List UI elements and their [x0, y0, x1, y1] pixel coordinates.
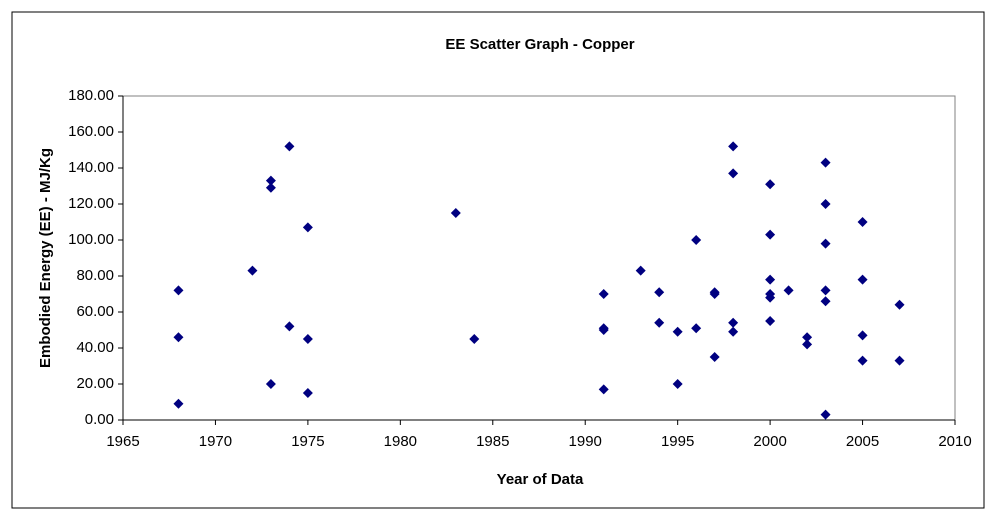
point	[265, 182, 276, 193]
point	[450, 208, 461, 218]
x-tick-label: 1990	[569, 433, 602, 450]
point	[173, 285, 184, 296]
y-tick-label: 180.00	[68, 87, 114, 104]
point	[302, 222, 313, 233]
x-tick-label: 1995	[661, 433, 694, 450]
point	[672, 379, 683, 389]
point	[820, 409, 831, 420]
x-tick-label: 2005	[846, 433, 879, 450]
y-tick-label: 20.00	[76, 375, 114, 392]
point	[173, 332, 184, 343]
y-tick-label: 120.00	[68, 195, 114, 212]
point	[265, 175, 276, 186]
point	[802, 339, 813, 350]
x-tick-label: 2010	[938, 433, 971, 450]
point	[284, 141, 295, 152]
y-tick-label: 160.00	[68, 123, 114, 140]
point	[728, 168, 739, 179]
x-tick-label: 1965	[106, 433, 139, 450]
point	[284, 321, 295, 332]
point	[247, 265, 258, 276]
point	[728, 317, 739, 328]
point	[894, 355, 905, 366]
point	[691, 323, 702, 334]
point	[709, 289, 720, 299]
y-tick-label: 60.00	[76, 303, 114, 320]
point	[857, 274, 868, 285]
point	[783, 285, 794, 296]
point	[765, 229, 776, 240]
point	[598, 384, 609, 395]
y-tick-label: 40.00	[76, 339, 114, 356]
point	[820, 157, 831, 168]
point	[691, 235, 702, 245]
x-tick-label: 2000	[753, 433, 786, 450]
point	[765, 179, 776, 190]
point	[820, 238, 831, 249]
point	[857, 330, 868, 341]
point	[894, 299, 905, 310]
point	[598, 289, 609, 299]
point	[672, 326, 683, 337]
point	[857, 355, 868, 366]
point	[820, 285, 831, 296]
y-tick-label: 140.00	[68, 159, 114, 176]
point	[765, 274, 776, 285]
point	[765, 316, 776, 326]
y-tick-label: 0.00	[85, 411, 114, 428]
point	[820, 296, 831, 307]
point	[857, 217, 868, 227]
y-tick-label: 100.00	[68, 231, 114, 248]
point	[635, 265, 646, 276]
point	[820, 199, 831, 209]
x-tick-label: 1970	[199, 433, 232, 450]
point	[802, 332, 813, 343]
point	[728, 326, 739, 337]
point	[302, 334, 313, 344]
x-tick-label: 1980	[384, 433, 417, 450]
point	[173, 398, 184, 409]
x-tick-label: 1985	[476, 433, 509, 450]
point	[709, 352, 720, 362]
point	[654, 317, 665, 328]
y-tick-label: 80.00	[76, 267, 114, 284]
x-axis-label: Year of Data	[497, 471, 584, 488]
point	[265, 379, 276, 389]
chart-title: EE Scatter Graph - Copper	[445, 36, 634, 53]
point	[765, 292, 776, 303]
point	[469, 334, 480, 344]
plot-area	[122, 95, 956, 421]
x-tick-label: 1975	[291, 433, 324, 450]
point	[598, 325, 609, 335]
point	[302, 388, 313, 398]
point	[654, 287, 665, 298]
y-axis-label: Embodied Energy (EE) - MJ/Kg	[37, 148, 54, 368]
point	[728, 141, 739, 152]
